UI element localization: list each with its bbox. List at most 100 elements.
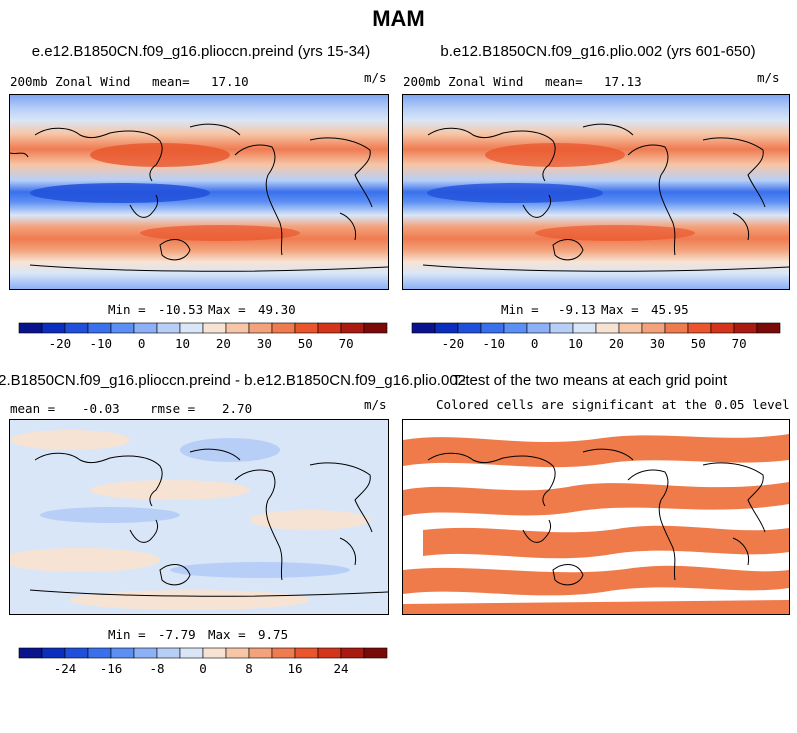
colorbar-swatch <box>340 322 365 334</box>
panel-1-min-label: Min = <box>108 302 146 317</box>
colorbar-swatch <box>526 322 551 334</box>
figure-title: MAM <box>372 6 425 31</box>
colorbar-swatch <box>248 322 273 334</box>
panel-1-max-value: 49.30 <box>258 302 296 317</box>
colorbar-swatch <box>549 322 574 334</box>
panel-2-mean-label: mean= <box>545 74 583 89</box>
colorbar-tick-label: 70 <box>339 336 354 351</box>
colorbar-swatch <box>363 647 388 659</box>
panel-1-mean-value: 17.10 <box>211 74 249 89</box>
colorbar-swatch <box>64 647 89 659</box>
colorbar-tick-label: 20 <box>216 336 231 351</box>
panel-3-mean-value: -0.03 <box>82 401 120 416</box>
colorbar-tick-label: -16 <box>100 661 123 676</box>
colorbar-tick-label: 10 <box>175 336 190 351</box>
colorbar-swatch <box>363 322 388 334</box>
colorbar-swatch <box>756 322 781 334</box>
panel-2-mean-value: 17.13 <box>604 74 642 89</box>
colorbar-swatch <box>179 322 204 334</box>
panel-2-title: b.e12.B1850CN.f09_g16.plio.002 (yrs 601-… <box>440 43 756 60</box>
panel-4-title: T-test of the two means at each grid poi… <box>452 372 728 389</box>
colorbar-swatch <box>110 647 135 659</box>
colorbar-swatch <box>87 322 112 334</box>
panel-3-mean-label: mean = <box>10 401 56 416</box>
panel-1-colorbar: -20 -10 0 10 20 30 50 70 <box>18 322 388 351</box>
panel-1-field-label: 200mb Zonal Wind <box>10 74 131 89</box>
colorbar-swatch <box>202 647 227 659</box>
colorbar-swatch <box>225 322 250 334</box>
colorbar-swatch <box>317 322 342 334</box>
panel-2-colorbar: -20 -10 0 10 20 30 50 70 <box>411 322 781 351</box>
colorbar-swatch <box>271 322 296 334</box>
panel-3-rmse-value: 2.70 <box>222 401 253 416</box>
panel-2-min-value: -9.13 <box>558 302 596 317</box>
colorbar-swatch <box>340 647 365 659</box>
colorbar-swatch <box>317 647 342 659</box>
panel-3-map <box>9 419 389 615</box>
panel-1-min-value: -10.53 <box>158 302 204 317</box>
colorbar-tick-label: 0 <box>138 336 146 351</box>
colorbar-swatch <box>664 322 689 334</box>
panel-3-min-label: Min = <box>108 627 146 642</box>
colorbar-tick-label: 30 <box>650 336 665 351</box>
panel-1-title: e.e12.B1850CN.f09_g16.plioccn.preind (yr… <box>31 43 371 60</box>
colorbar-swatch <box>248 647 273 659</box>
colorbar-tick-label: 8 <box>245 661 253 676</box>
colorbar-swatch <box>618 322 643 334</box>
panel-3-min-value: -7.79 <box>158 627 196 642</box>
colorbar-swatch <box>133 647 158 659</box>
colorbar-tick-label: 24 <box>333 661 348 676</box>
colorbar-swatch <box>503 322 528 334</box>
panel-3-rmse-label: rmse = <box>150 401 196 416</box>
colorbar-swatch <box>733 322 758 334</box>
colorbar-tick-label: 50 <box>298 336 313 351</box>
colorbar-swatch <box>156 322 181 334</box>
colorbar-swatch <box>18 647 43 659</box>
panel-2-max-value: 45.95 <box>651 302 689 317</box>
panel-1-map <box>9 94 389 290</box>
colorbar-swatch <box>41 322 66 334</box>
colorbar-tick-label: 16 <box>287 661 302 676</box>
colorbar-tick-label: -8 <box>149 661 164 676</box>
colorbar-swatch <box>202 322 227 334</box>
colorbar-swatch <box>156 647 181 659</box>
panel-3-title: e.e12.B1850CN.f09_g16.plioccn.preind - b… <box>0 372 466 389</box>
colorbar-swatch <box>480 322 505 334</box>
colorbar-swatch <box>179 647 204 659</box>
colorbar-swatch <box>294 322 319 334</box>
panel-1-units: m/s <box>364 70 387 85</box>
colorbar-swatch <box>18 322 43 334</box>
colorbar-swatch <box>710 322 735 334</box>
colorbar-swatch <box>411 322 436 334</box>
colorbar-swatch <box>133 322 158 334</box>
colorbar-swatch <box>110 322 135 334</box>
colorbar-swatch <box>225 647 250 659</box>
colorbar-tick-label: 30 <box>257 336 272 351</box>
colorbar-tick-label: -20 <box>49 336 72 351</box>
colorbar-swatch <box>572 322 597 334</box>
colorbar-tick-label: -10 <box>482 336 505 351</box>
colorbar-swatch <box>294 647 319 659</box>
panel-2-field-label: 200mb Zonal Wind <box>403 74 524 89</box>
panel-3-max-label: Max = <box>208 627 246 642</box>
colorbar-tick-label: 0 <box>199 661 207 676</box>
panel-2-max-label: Max = <box>601 302 639 317</box>
colorbar-swatch <box>641 322 666 334</box>
panel-1-max-label: Max = <box>208 302 246 317</box>
panel-4-subtitle: Colored cells are significant at the 0.0… <box>436 397 790 412</box>
panel-3-max-value: 9.75 <box>258 627 289 642</box>
colorbar-tick-label: -10 <box>89 336 112 351</box>
colorbar-tick-label: -24 <box>54 661 77 676</box>
colorbar-tick-label: 0 <box>531 336 539 351</box>
colorbar-swatch <box>64 322 89 334</box>
panel-2-units: m/s <box>757 70 780 85</box>
panel-3-colorbar: -24 -16 -8 0 8 16 24 <box>18 647 388 676</box>
colorbar-swatch <box>41 647 66 659</box>
colorbar-swatch <box>271 647 296 659</box>
colorbar-swatch <box>87 647 112 659</box>
colorbar-tick-label: -20 <box>442 336 465 351</box>
colorbar-swatch <box>434 322 459 334</box>
colorbar-tick-label: 50 <box>691 336 706 351</box>
panel-1-mean-label: mean= <box>152 74 190 89</box>
colorbar-tick-label: 10 <box>568 336 583 351</box>
